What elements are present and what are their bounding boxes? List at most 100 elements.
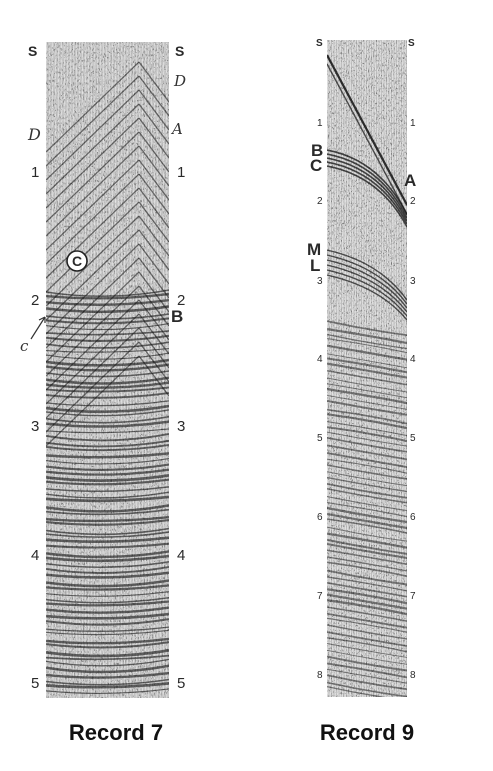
record-7-seismogram: [46, 42, 169, 698]
reflection-band: [327, 476, 407, 493]
reflection-band: [46, 618, 169, 626]
reflection-band: [327, 569, 407, 586]
reflection-band: [327, 452, 407, 469]
direct-arrival-a-2: [327, 63, 407, 215]
record-9-tick-right-7: 7: [410, 591, 416, 602]
record-7-annotation-c-arrow: [30, 316, 46, 340]
reflection-band: [327, 649, 407, 665]
record-7-tick-right-5: 5: [177, 675, 185, 692]
reflection-band: [327, 518, 407, 534]
reflection-band: [46, 313, 169, 320]
reflection-band: [327, 612, 407, 629]
reflection-band: [327, 624, 407, 640]
reflection-band: [46, 600, 169, 607]
reflection-band: [46, 404, 169, 414]
reflection-band: [46, 439, 169, 448]
reflection-band: [46, 671, 169, 679]
refraction-bc: [327, 161, 407, 225]
reflection-band: [46, 584, 169, 591]
reflection-band: [327, 426, 407, 443]
direct-arrival-left: [46, 229, 140, 321]
record-9-tick-left-4: 4: [317, 354, 323, 365]
reflection-band: [327, 617, 407, 633]
direct-arrival-right: [138, 103, 169, 145]
reflection-band: [46, 612, 169, 620]
record-9-top-mark-left: S: [316, 38, 323, 49]
reflection-band: [327, 526, 407, 542]
record-9-tick-left-7: 7: [317, 591, 323, 602]
reflection-band: [46, 420, 169, 428]
reflection-band: [327, 383, 407, 399]
direct-arrival-left: [46, 75, 140, 167]
record-9-tick-left-8: 8: [317, 670, 323, 681]
reflection-band: [46, 292, 169, 300]
reflection-band: [327, 576, 407, 592]
reflection-band: [46, 444, 169, 452]
reflection-band: [327, 643, 407, 658]
reflection-band: [327, 357, 407, 374]
reflection-band: [46, 641, 169, 649]
record-7-caption: Record 7: [69, 720, 163, 745]
direct-arrival-left: [46, 187, 140, 279]
reflection-band: [327, 421, 407, 437]
reflection-band: [46, 363, 169, 372]
reflection-band: [46, 550, 169, 559]
record-9-seismogram: [327, 40, 407, 697]
reflection-band: [327, 506, 407, 524]
reflection-band: [327, 549, 407, 566]
reflection-ml: [327, 264, 407, 313]
reflection-band: [46, 591, 169, 597]
reflection-band: [327, 436, 407, 453]
reflection-band: [46, 478, 169, 486]
reflection-band: [46, 370, 169, 378]
reflection-band: [327, 532, 407, 549]
reflection-band: [327, 662, 407, 679]
reflection-band: [327, 328, 407, 345]
reflection-band: [327, 686, 386, 697]
record-7-tick-left-3: 3: [31, 418, 39, 435]
reflection-band: [327, 501, 407, 518]
reflection-band: [46, 596, 169, 604]
direct-arrival-left: [46, 327, 140, 419]
reflection-band: [46, 491, 169, 499]
reflection-band: [46, 352, 169, 360]
reflection-band: [46, 400, 169, 407]
record-9-tick-left-5: 5: [317, 433, 323, 444]
direct-arrival-right: [138, 145, 169, 187]
refraction-bc: [327, 149, 407, 216]
record-7-tick-left-1: 1: [31, 164, 39, 181]
record-7-labels: S S 1 2 3 4 5 1 2 3 4 5 D D A B C c: [20, 43, 186, 692]
record-9-tick-right-2: 2: [410, 196, 416, 207]
record-9-tick-left-2: 2: [317, 196, 323, 207]
reflection-band: [46, 457, 169, 465]
reflection-band: [46, 322, 169, 331]
direct-arrival-left: [46, 131, 140, 223]
reflection-band: [46, 347, 169, 353]
record-9-tick-right-8: 8: [410, 670, 416, 681]
reflection-band: [327, 333, 407, 350]
reflection-band: [46, 554, 169, 563]
reflection-band: [46, 474, 169, 482]
record-7-tick-right-1: 1: [177, 164, 185, 181]
refraction-bc: [327, 165, 407, 228]
record-9-annotation-b: B: [311, 141, 323, 160]
reflection-band: [327, 431, 407, 447]
reflection-band: [46, 626, 169, 632]
reflection-band: [46, 504, 169, 513]
refraction-bc: [327, 157, 407, 222]
direct-arrival-right: [138, 229, 169, 271]
record-7-annotation-d-left: D: [27, 125, 41, 144]
reflection-band: [46, 560, 169, 569]
reflection-band: [327, 471, 407, 487]
reflection-ml: [327, 249, 407, 301]
direct-arrival-left: [46, 243, 140, 335]
reflection-band: [46, 527, 169, 536]
reflection-band: [46, 341, 169, 349]
direct-arrival-right: [138, 243, 169, 285]
reflection-band: [327, 377, 407, 393]
record-7-top-mark-right: S: [175, 43, 184, 59]
reflection-band: [327, 338, 407, 354]
direct-arrival-right: [138, 173, 169, 215]
direct-arrival-right: [138, 187, 169, 229]
